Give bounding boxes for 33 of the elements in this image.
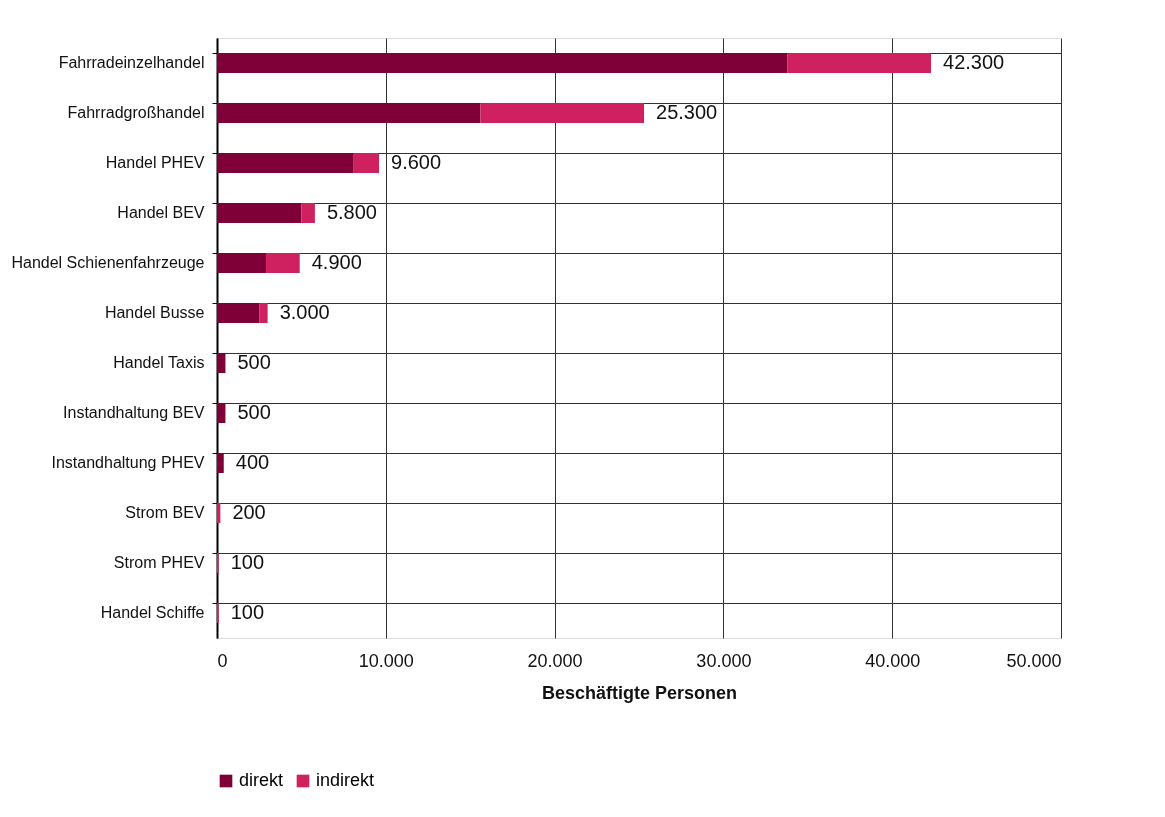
total-label: 400	[235, 451, 270, 473]
x-tick-label: 10.000	[358, 650, 414, 671]
total-label: 5.800	[326, 201, 377, 223]
legend-label: indirekt	[316, 770, 375, 790]
x-tick-label: 50.000	[1006, 650, 1062, 671]
y-tick-label: Fahrradgroßhandel	[67, 104, 205, 121]
y-tick-label: Strom BEV	[125, 504, 205, 521]
y-tick-label: Instandhaltung BEV	[63, 404, 205, 421]
y-tick-label: Handel PHEV	[105, 154, 205, 171]
total-label: 500	[237, 401, 271, 423]
y-tick-label: Handel Taxis	[113, 354, 205, 371]
x-axis-title: Beschäftigte Personen	[541, 682, 738, 703]
y-tick-label: Handel Schienenfahrzeuge	[11, 254, 205, 271]
total-label: 200	[232, 501, 266, 523]
y-tick-label: Strom PHEV	[113, 554, 205, 571]
total-label: 500	[237, 351, 271, 373]
y-tick-label: Handel Schiffe	[100, 604, 205, 621]
y-tick-label: Handel BEV	[117, 204, 205, 221]
total-label: 100	[230, 551, 265, 573]
legend-label: direkt	[239, 770, 284, 790]
x-tick-label: 30.000	[696, 650, 752, 671]
total-label: 100	[230, 601, 265, 623]
y-tick-label: Handel Busse	[104, 304, 205, 321]
total-label: 3.000	[279, 301, 330, 323]
total-label: 25.300	[656, 101, 718, 123]
y-tick-label: Fahrradeinzelhandel	[58, 54, 205, 71]
x-tick-label: 40.000	[865, 650, 921, 671]
x-tick-label: 20.000	[527, 650, 583, 671]
x-tick-label: 0	[217, 650, 228, 671]
total-label: 9.600	[391, 151, 442, 173]
total-label: 42.300	[943, 51, 1005, 73]
total-label: 4.900	[311, 251, 362, 273]
y-tick-label: Instandhaltung PHEV	[51, 454, 205, 471]
